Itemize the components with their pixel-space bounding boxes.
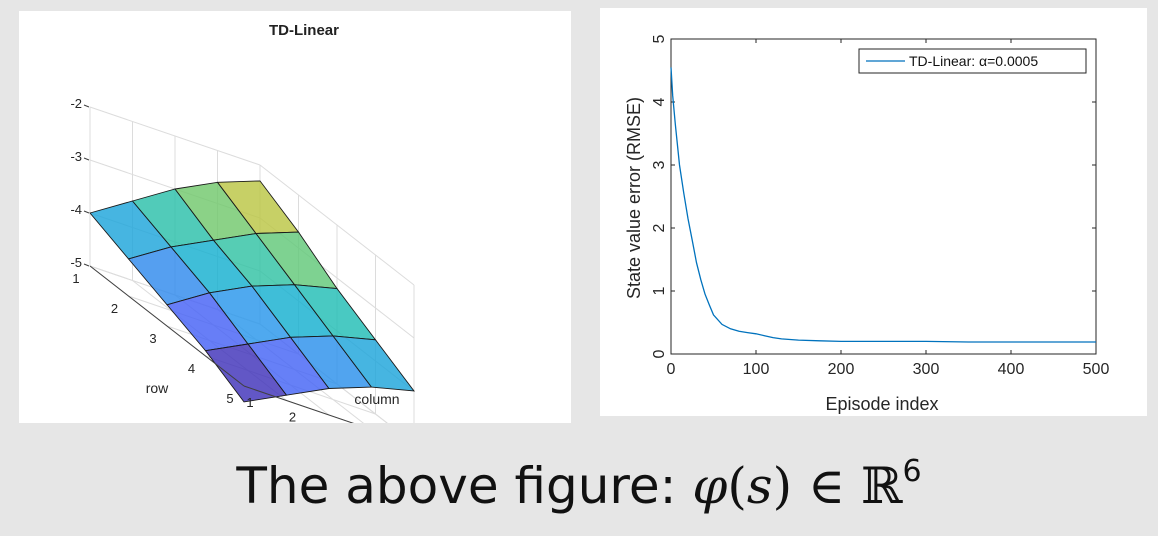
column-tick-label: 1 bbox=[246, 395, 253, 410]
column-tick-label: 2 bbox=[289, 410, 296, 424]
z-tick-mark bbox=[83, 157, 90, 161]
x-tick-label: 0 bbox=[667, 361, 676, 378]
y-tick-label: 5 bbox=[651, 34, 668, 43]
z-tick-mark bbox=[83, 104, 90, 108]
z-tick-mark bbox=[83, 210, 90, 214]
slide-caption: The above figure: φ(s) ∈ ℝ6 bbox=[0, 454, 1158, 515]
line-plot-panel: 0 100 200 300 400 500 0 1 2 3 4 5 TD-Linear: α=0.00… bbox=[600, 8, 1147, 416]
row-tick-label: 1 bbox=[72, 271, 79, 286]
caption-exponent: 6 bbox=[902, 454, 922, 489]
row-tick-label: 3 bbox=[149, 331, 156, 346]
surface-plot: -2-3-4-51234512345 TD-Linear column row bbox=[70, 22, 415, 424]
y-tick-label: 0 bbox=[651, 349, 668, 358]
z-tick-label: -3 bbox=[70, 149, 82, 164]
x-tick-label: 100 bbox=[743, 361, 770, 378]
x-tick-label: 300 bbox=[913, 361, 940, 378]
caption-reals: ℝ bbox=[860, 457, 903, 515]
surface-xlabel: column bbox=[354, 391, 399, 407]
line-ylabel: State value error (RMSE) bbox=[624, 97, 644, 299]
caption-open-paren: ( bbox=[727, 457, 747, 515]
z-tick-label: -4 bbox=[70, 202, 82, 217]
legend-label: TD-Linear: α=0.0005 bbox=[909, 53, 1038, 69]
row-tick-label: 5 bbox=[226, 391, 233, 406]
surface-plot-panel: -2-3-4-51234512345 TD-Linear column row bbox=[19, 11, 571, 423]
y-tick-label: 1 bbox=[651, 286, 668, 295]
grid-line bbox=[259, 164, 415, 286]
x-tick-label: 400 bbox=[998, 361, 1025, 378]
line-plot: 0 100 200 300 400 500 0 1 2 3 4 5 TD-Linear: α=0.00… bbox=[624, 34, 1109, 414]
plot-box bbox=[670, 38, 1097, 355]
z-tick-mark bbox=[83, 263, 90, 267]
row-axis-line bbox=[89, 265, 245, 387]
line-xlabel: Episode index bbox=[825, 394, 938, 414]
legend: TD-Linear: α=0.0005 bbox=[858, 48, 1087, 74]
row-tick-label: 4 bbox=[188, 361, 195, 376]
surface-patch bbox=[332, 335, 415, 392]
surface-ylabel: row bbox=[146, 380, 169, 396]
caption-close-paren: ) bbox=[772, 457, 793, 515]
y-tick-label: 3 bbox=[651, 160, 668, 169]
caption-phi: φ bbox=[692, 457, 728, 515]
grid-line bbox=[89, 106, 261, 166]
line-axes: 0 100 200 300 400 500 0 1 2 3 4 5 bbox=[651, 34, 1109, 378]
surface-title: TD-Linear bbox=[269, 22, 339, 39]
caption-prefix: The above figure: bbox=[236, 457, 677, 515]
row-tick-label: 2 bbox=[111, 301, 118, 316]
x-tick-label: 200 bbox=[828, 361, 855, 378]
caption-s: s bbox=[746, 457, 773, 515]
y-tick-label: 2 bbox=[651, 223, 668, 232]
z-tick-label: -2 bbox=[70, 96, 82, 111]
z-tick-label: -5 bbox=[70, 255, 82, 270]
series-td-linear bbox=[670, 67, 1096, 343]
y-tick-label: 4 bbox=[651, 97, 668, 106]
x-tick-label: 500 bbox=[1083, 361, 1110, 378]
caption-element-of: ∈ bbox=[808, 457, 846, 515]
column-axis-line bbox=[243, 385, 354, 423]
surface-patches bbox=[89, 180, 415, 403]
surface-axes: -2-3-4-51234512345 bbox=[70, 96, 354, 424]
